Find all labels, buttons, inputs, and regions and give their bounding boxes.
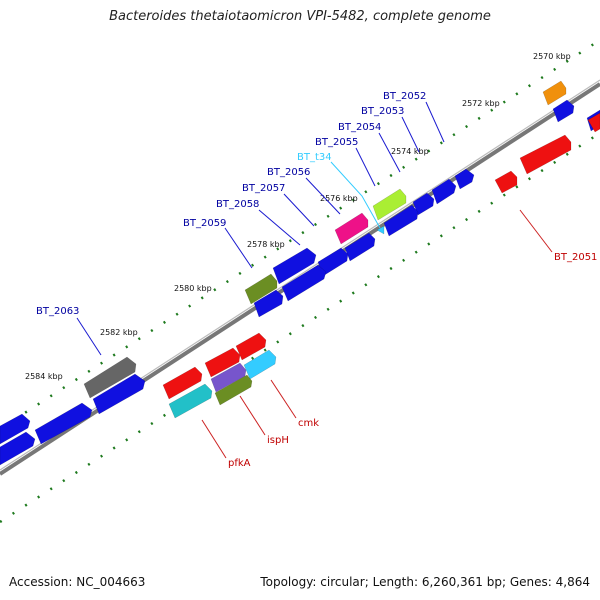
- gene-arrow[interactable]: [34, 402, 93, 445]
- leader-line: [519, 209, 553, 253]
- gene-label[interactable]: pfkA: [228, 458, 251, 469]
- gene-label[interactable]: ispH: [267, 435, 289, 446]
- genes-label: Genes:: [509, 575, 552, 589]
- tick-label: 2572 kbp: [462, 99, 500, 108]
- tick-label: 2580 kbp: [174, 284, 212, 293]
- topology-label: Topology:: [260, 575, 317, 589]
- leader-line: [224, 227, 253, 269]
- inner-tick-track: [0, 131, 600, 524]
- gene-label[interactable]: BT_2057: [242, 183, 285, 194]
- leader-line: [258, 209, 301, 246]
- accession-value: NC_004663: [76, 575, 146, 589]
- tick-label: 2570 kbp: [533, 52, 571, 61]
- genes-value: 4,864: [555, 575, 590, 589]
- leader-line: [283, 193, 315, 227]
- gene-arrow[interactable]: [162, 366, 203, 400]
- bottom-gene-labels: BT_2051 cmk ispH pfkA: [228, 252, 597, 469]
- topology-value: circular: [320, 575, 365, 589]
- gene-label[interactable]: BT_2059: [183, 218, 226, 229]
- gene-arrow[interactable]: [454, 168, 475, 190]
- leader-line: [401, 116, 420, 153]
- gene-label[interactable]: BT_2058: [216, 199, 259, 210]
- gene-arrow[interactable]: [542, 80, 567, 106]
- gene-arrow[interactable]: [494, 170, 518, 194]
- gene-arrow[interactable]: [376, 225, 385, 235]
- kbp-tick-labels: 2570 kbp 2572 kbp 2574 kbp 2576 kbp 2578…: [25, 52, 571, 381]
- gene-arrow[interactable]: [0, 413, 31, 445]
- gene-arrow[interactable]: [334, 212, 369, 245]
- leader-line: [305, 177, 341, 215]
- gene-arrow[interactable]: [235, 332, 267, 361]
- gene-arrow[interactable]: [253, 289, 284, 318]
- gene-arrow[interactable]: [431, 178, 457, 205]
- gene-arrow[interactable]: [281, 264, 327, 302]
- gene-arrow[interactable]: [243, 349, 277, 380]
- gene-arrow[interactable]: [204, 347, 241, 378]
- gene-arrow[interactable]: [552, 99, 575, 123]
- length-label: Length:: [372, 575, 419, 589]
- leader-line: [201, 419, 227, 459]
- gene-label[interactable]: BT_2056: [267, 167, 310, 178]
- length-value: 6,260,361 bp: [421, 575, 502, 589]
- gene-label[interactable]: BT_2063: [36, 306, 79, 317]
- accession-info: Accession: NC_004663: [9, 575, 145, 589]
- tick-label: 2582 kbp: [100, 328, 138, 337]
- gene-label[interactable]: BT_2052: [383, 91, 426, 102]
- gene-arrow[interactable]: [587, 112, 600, 133]
- gene-arrow[interactable]: [168, 383, 213, 419]
- map-title: Bacteroides thetaiotaomicron VPI-5482, c…: [109, 9, 491, 24]
- gene-label[interactable]: cmk: [298, 418, 319, 429]
- leader-line: [239, 395, 266, 436]
- genome-summary: Topology: circular; Length: 6,260,361 bp…: [260, 575, 590, 589]
- tick-label: 2578 kbp: [247, 240, 285, 249]
- leader-line: [76, 317, 102, 356]
- top-leader-lines: [76, 101, 445, 356]
- accession-label: Accession:: [9, 575, 73, 589]
- gene-label[interactable]: BT_2054: [338, 122, 381, 133]
- gene-arrow[interactable]: [210, 362, 247, 393]
- gene-arrow[interactable]: [83, 356, 137, 399]
- tick-label: 2584 kbp: [25, 372, 63, 381]
- gene-label[interactable]: BT_t34: [297, 152, 332, 163]
- leader-line: [330, 161, 381, 229]
- gene-arrow[interactable]: [383, 204, 419, 237]
- reverse-strand-genes: [162, 112, 600, 419]
- gene-arrow[interactable]: [272, 247, 317, 285]
- gene-label[interactable]: BT_2055: [315, 137, 358, 148]
- bottom-leader-lines: [201, 209, 553, 459]
- tick-label: 2574 kbp: [391, 147, 429, 156]
- leader-line: [355, 147, 376, 187]
- top-gene-labels: BT_2052 BT_2053 BT_2054 BT_2055 BT_t34 B…: [36, 91, 426, 317]
- leader-line: [425, 101, 445, 143]
- outer-tick-track: [0, 38, 600, 431]
- tick-label: 2576 kbp: [320, 194, 358, 203]
- gene-label[interactable]: BT_2051: [554, 252, 597, 263]
- gene-arrow[interactable]: [0, 431, 36, 466]
- gene-arrow[interactable]: [214, 374, 253, 406]
- forward-strand-genes: [0, 80, 600, 466]
- gene-arrow[interactable]: [344, 232, 376, 262]
- gene-label[interactable]: BT_2053: [361, 106, 404, 117]
- gene-arrow[interactable]: [372, 188, 407, 221]
- leader-line: [270, 379, 297, 419]
- leader-line: [378, 132, 401, 173]
- gene-arrow[interactable]: [519, 134, 572, 175]
- gene-arrow[interactable]: [92, 373, 146, 415]
- gene-arrow[interactable]: [244, 273, 278, 305]
